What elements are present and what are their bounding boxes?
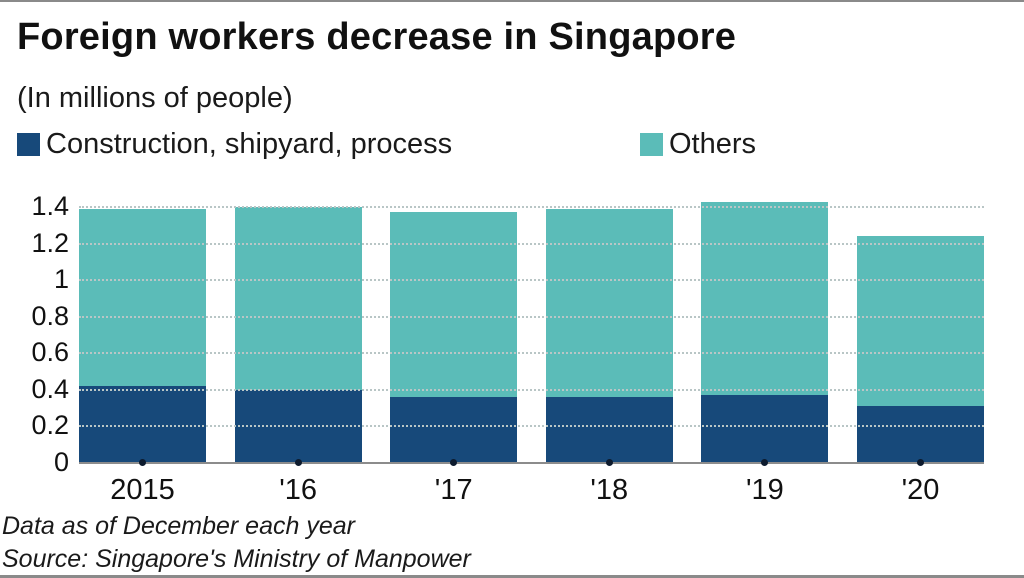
bar-segment-others <box>701 201 829 396</box>
y-tick-label: 0.4 <box>31 373 69 404</box>
bar-segment-others <box>545 208 673 398</box>
bottom-border <box>0 575 1024 578</box>
x-tick-label: '20 <box>901 474 940 506</box>
legend-swatch-others <box>640 133 663 156</box>
x-tick-label: '19 <box>745 474 784 506</box>
bar-segment-others <box>390 212 518 398</box>
bar-segment-others <box>79 208 206 387</box>
legend-item-others: Others <box>640 128 756 161</box>
gridline <box>79 206 984 208</box>
bar-segment-construction <box>79 386 206 463</box>
x-tick-label: '17 <box>434 474 473 506</box>
x-tick-mark <box>761 459 769 466</box>
y-tick-label: 1.2 <box>31 227 69 258</box>
top-border <box>0 0 1024 2</box>
x-tick-mark <box>139 459 146 466</box>
gridline <box>79 315 984 318</box>
legend-label-construction: Construction, shipyard, process <box>46 128 453 160</box>
x-axis-baseline <box>79 462 984 464</box>
bar-4 <box>701 201 829 463</box>
y-tick-label: 0 <box>53 447 69 477</box>
chart-title: Foreign workers decrease in Singapore <box>17 16 737 58</box>
bar-segment-construction <box>390 397 518 463</box>
x-tick-mark <box>450 459 458 466</box>
legend-item-construction: Construction, shipyard, process <box>17 128 452 161</box>
y-tick-label: 0.2 <box>31 410 69 441</box>
chart-subtitle: (In millions of people) <box>17 82 293 114</box>
gridline <box>79 279 984 282</box>
bar-segment-construction <box>857 406 984 463</box>
y-tick-label: 0.8 <box>31 300 69 331</box>
gridline <box>79 242 984 245</box>
y-tick-label: 1 <box>53 264 69 295</box>
y-tick-label: 1.4 <box>31 191 69 221</box>
gridline <box>79 352 984 355</box>
x-tick-label: 2015 <box>110 474 175 506</box>
x-tick-label: '18 <box>590 474 629 506</box>
source-note: Source: Singapore's Ministry of Manpower <box>2 545 471 573</box>
bar-segment-construction <box>545 397 673 463</box>
x-tick-mark <box>294 459 302 466</box>
legend-label-others: Others <box>669 128 757 160</box>
bar-3 <box>545 208 673 463</box>
x-tick-mark <box>917 459 924 466</box>
x-tick-label: '16 <box>279 474 317 506</box>
legend-swatch-construction <box>17 133 40 156</box>
data-note: Data as of December each year <box>2 512 355 540</box>
bar-5 <box>857 236 984 463</box>
gridline <box>79 388 984 391</box>
bar-segment-construction <box>701 395 829 463</box>
x-tick-mark <box>605 459 613 466</box>
bar-segment-others <box>234 207 362 390</box>
bar-segment-others <box>857 236 984 407</box>
gridline <box>79 425 984 428</box>
y-tick-label: 0.6 <box>31 337 69 368</box>
bar-0 <box>79 208 206 463</box>
